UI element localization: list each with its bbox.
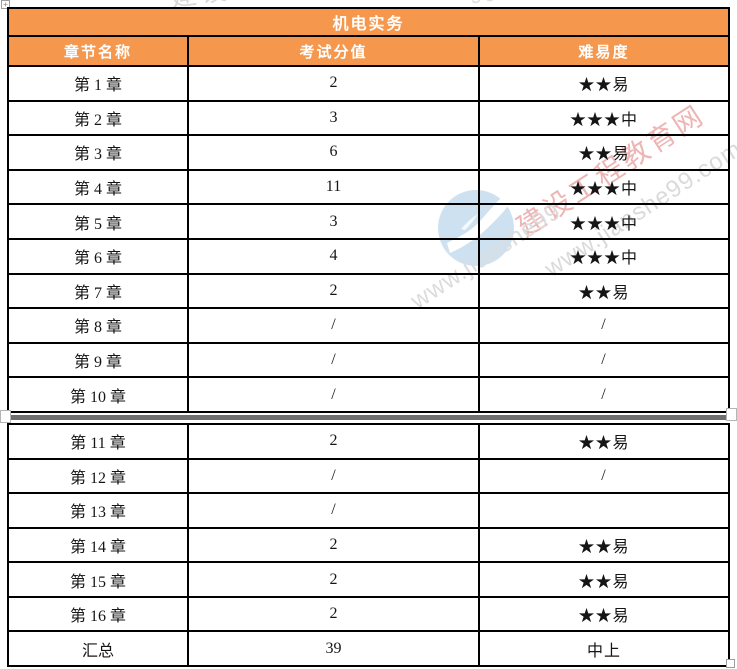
cell-chapter-name: 第 9 章: [9, 343, 189, 377]
cell-chapter-name: 第 1 章: [9, 67, 189, 100]
table-row: 第 6 章 4 ★★★中: [9, 239, 728, 275]
cell-difficulty: ★★易: [578, 435, 630, 453]
table-row: 第 13 章 /: [9, 494, 728, 529]
cell-exam-score: 6: [189, 136, 480, 169]
cell-chapter-name: 第 2 章: [9, 101, 189, 135]
table-row: 第 15 章 2 ★★易: [9, 563, 728, 598]
table-row: 第 1 章 2 ★★易: [9, 67, 728, 102]
header-chapter-name: 章节名称: [9, 37, 189, 65]
cell-exam-score: 3: [189, 101, 480, 135]
cell-chapter-name: 第 16 章: [9, 597, 189, 631]
cell-chapter-name: 第 11 章: [9, 425, 189, 458]
cell-difficulty: ★★★中: [569, 111, 638, 129]
cell-chapter-name: 第 14 章: [9, 528, 189, 562]
cell-exam-score: /: [189, 378, 480, 411]
table-row: 第 12 章 / /: [9, 459, 728, 495]
table-row: 第 9 章 / /: [9, 343, 728, 379]
cell-difficulty: ★★易: [578, 284, 630, 302]
cell-exam-score: 2: [189, 563, 480, 596]
table-title: 机电实务: [332, 16, 405, 33]
table-row: 汇总 39 中上: [9, 632, 728, 666]
cell-difficulty: ★★★中: [569, 250, 638, 268]
cell-exam-score: 2: [189, 425, 480, 458]
table-row: 第 10 章 / /: [9, 378, 728, 411]
cell-chapter-name: 第 12 章: [9, 459, 189, 493]
cell-chapter-name: 汇总: [9, 632, 189, 666]
table-move-handle[interactable]: +: [1, 0, 10, 9]
cell-difficulty: ★★易: [578, 573, 630, 591]
split-marker-right: [726, 408, 737, 421]
cell-difficulty: /: [601, 466, 607, 484]
cell-difficulty: 中上: [586, 642, 621, 660]
table-row: 第 3 章 6 ★★易: [9, 136, 728, 171]
cell-exam-score: 4: [189, 239, 480, 273]
table2-body: 第 11 章 2 ★★易 第 12 章 / / 第 13 章 / 第 14 章 …: [9, 425, 728, 666]
split-marker-left: [0, 410, 11, 423]
cell-difficulty: /: [601, 351, 607, 369]
table1-body: 第 1 章 2 ★★易 第 2 章 3 ★★★中 第 3 章 6 ★★易 第 4…: [9, 67, 728, 411]
cell-exam-score: 2: [189, 528, 480, 562]
cell-difficulty: ★★易: [578, 77, 630, 95]
cell-exam-score: /: [189, 343, 480, 377]
cell-exam-score: 2: [189, 67, 480, 100]
table-row: 第 11 章 2 ★★易: [9, 425, 728, 460]
subject-table-continued: 第 11 章 2 ★★易 第 12 章 / / 第 13 章 / 第 14 章 …: [7, 423, 730, 667]
cell-exam-score: /: [189, 459, 480, 493]
cell-chapter-name: 第 8 章: [9, 309, 189, 342]
cell-chapter-name: 第 10 章: [9, 378, 189, 411]
subject-table: 机电实务 章节名称 考试分值 难易度 第 1 章 2 ★★易 第 2 章 3 ★…: [7, 7, 730, 413]
table-row: 第 2 章 3 ★★★中: [9, 101, 728, 137]
cell-difficulty: ★★易: [578, 539, 630, 557]
cell-difficulty: ★★★中: [569, 215, 638, 233]
table-row: 第 7 章 2 ★★易: [9, 274, 728, 310]
cell-difficulty: [480, 494, 728, 527]
cell-chapter-name: 第 4 章: [9, 170, 189, 204]
table-header-row: 章节名称 考试分值 难易度: [9, 37, 728, 67]
table-split-bar: [0, 415, 737, 420]
table-row: 第 5 章 3 ★★★中: [9, 205, 728, 240]
cell-exam-score: 2: [189, 274, 480, 308]
cell-chapter-name: 第 15 章: [9, 563, 189, 596]
cell-chapter-name: 第 5 章: [9, 205, 189, 238]
cell-chapter-name: 第 7 章: [9, 274, 189, 308]
cell-exam-score: 3: [189, 205, 480, 238]
cell-chapter-name: 第 6 章: [9, 239, 189, 273]
move-handle-cross-icon: +: [3, 0, 8, 9]
cell-exam-score: 39: [189, 632, 480, 666]
table-resize-handle[interactable]: [726, 659, 735, 668]
cell-difficulty: /: [601, 316, 607, 334]
table-title-row: 机电实务: [9, 9, 728, 37]
header-exam-score: 考试分值: [189, 37, 480, 65]
cell-chapter-name: 第 13 章: [9, 494, 189, 527]
cell-difficulty: ★★易: [578, 146, 630, 164]
table-row: 第 8 章 / /: [9, 309, 728, 344]
cell-chapter-name: 第 3 章: [9, 136, 189, 169]
cell-difficulty: /: [601, 385, 607, 403]
cell-exam-score: /: [189, 494, 480, 527]
table-row: 第 16 章 2 ★★易: [9, 597, 728, 633]
cell-difficulty: ★★易: [578, 608, 630, 626]
cell-exam-score: 11: [189, 170, 480, 204]
header-difficulty: 难易度: [578, 43, 630, 61]
cell-difficulty: ★★★中: [569, 181, 638, 199]
cell-exam-score: /: [189, 309, 480, 342]
table-row: 第 14 章 2 ★★易: [9, 528, 728, 564]
cell-exam-score: 2: [189, 597, 480, 631]
table-row: 第 4 章 11 ★★★中: [9, 170, 728, 206]
